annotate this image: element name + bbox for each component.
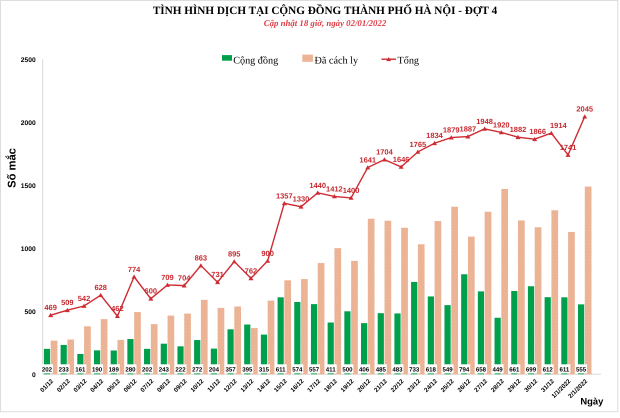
svg-text:611: 611 <box>559 366 569 373</box>
svg-text:509: 509 <box>61 298 74 307</box>
svg-text:628: 628 <box>94 283 107 292</box>
svg-text:733: 733 <box>409 366 420 373</box>
svg-text:574: 574 <box>292 366 303 373</box>
svg-text:658: 658 <box>476 366 487 373</box>
svg-text:1887: 1887 <box>460 125 477 134</box>
svg-text:469: 469 <box>44 303 57 312</box>
svg-text:863: 863 <box>195 254 208 263</box>
svg-text:2500: 2500 <box>21 57 36 64</box>
svg-text:731: 731 <box>211 270 224 279</box>
svg-text:661: 661 <box>509 366 520 373</box>
svg-text:1357: 1357 <box>276 191 293 200</box>
svg-text:411: 411 <box>326 366 336 373</box>
svg-text:1879: 1879 <box>443 126 460 135</box>
svg-text:895: 895 <box>228 250 241 259</box>
svg-text:Ngày: Ngày <box>580 395 604 406</box>
svg-text:612: 612 <box>543 366 554 373</box>
svg-text:280: 280 <box>125 366 136 373</box>
svg-text:406: 406 <box>359 366 370 373</box>
svg-text:1914: 1914 <box>550 121 568 130</box>
svg-text:449: 449 <box>493 366 504 373</box>
svg-text:500: 500 <box>25 309 36 316</box>
svg-text:709: 709 <box>161 273 174 282</box>
svg-text:699: 699 <box>526 366 537 373</box>
svg-text:1920: 1920 <box>493 120 510 129</box>
svg-text:1704: 1704 <box>376 148 394 157</box>
svg-text:190: 190 <box>92 366 103 373</box>
svg-text:222: 222 <box>175 366 186 373</box>
svg-text:555: 555 <box>576 366 587 373</box>
svg-text:1641: 1641 <box>359 156 376 165</box>
svg-text:557: 557 <box>309 366 320 373</box>
svg-text:202: 202 <box>42 366 53 373</box>
svg-text:762: 762 <box>245 266 258 275</box>
svg-text:2000: 2000 <box>21 120 36 127</box>
svg-text:483: 483 <box>392 366 403 373</box>
svg-text:161: 161 <box>75 366 86 373</box>
svg-text:357: 357 <box>226 366 237 373</box>
svg-text:189: 189 <box>109 366 120 373</box>
svg-text:Cập nhật 18 giờ, ngày 02/01/20: Cập nhật 18 giờ, ngày 02/01/2022 <box>264 18 387 28</box>
svg-text:204: 204 <box>209 366 220 373</box>
svg-text:1741: 1741 <box>560 143 577 152</box>
svg-text:202: 202 <box>142 366 153 373</box>
svg-text:Số mắc: Số mắc <box>5 148 18 188</box>
svg-text:272: 272 <box>192 366 203 373</box>
svg-text:1646: 1646 <box>393 155 410 164</box>
svg-text:1330: 1330 <box>293 195 310 204</box>
svg-text:Tổng: Tổng <box>398 55 420 66</box>
svg-text:1500: 1500 <box>21 183 36 190</box>
svg-text:704: 704 <box>178 274 191 283</box>
svg-text:600: 600 <box>145 287 158 296</box>
svg-text:2045: 2045 <box>576 105 593 114</box>
svg-text:900: 900 <box>261 249 274 258</box>
svg-text:611: 611 <box>276 366 286 373</box>
svg-text:395: 395 <box>242 366 253 373</box>
svg-text:0: 0 <box>32 372 36 379</box>
svg-text:549: 549 <box>442 366 453 373</box>
svg-text:Cộng đồng: Cộng đồng <box>233 55 278 66</box>
svg-text:1440: 1440 <box>309 181 326 190</box>
svg-text:243: 243 <box>159 366 170 373</box>
svg-text:1834: 1834 <box>426 131 444 140</box>
svg-text:233: 233 <box>59 366 70 373</box>
svg-text:618: 618 <box>426 366 437 373</box>
svg-text:1882: 1882 <box>510 125 527 134</box>
svg-text:Đã cách ly: Đã cách ly <box>315 55 359 66</box>
svg-text:1948: 1948 <box>476 117 493 126</box>
svg-text:315: 315 <box>259 366 270 373</box>
svg-text:1412: 1412 <box>326 184 343 193</box>
svg-text:774: 774 <box>128 265 141 274</box>
svg-text:542: 542 <box>78 294 91 303</box>
svg-text:1866: 1866 <box>529 127 546 136</box>
svg-text:1000: 1000 <box>21 246 36 253</box>
svg-text:500: 500 <box>342 366 353 373</box>
svg-text:1400: 1400 <box>343 186 360 195</box>
svg-text:485: 485 <box>376 366 387 373</box>
svg-text:462: 462 <box>111 304 124 313</box>
svg-text:794: 794 <box>459 366 470 373</box>
svg-text:1765: 1765 <box>409 140 426 149</box>
svg-text:TÌNH HÌNH DỊCH TẠI CỘNG ĐỒNG T: TÌNH HÌNH DỊCH TẠI CỘNG ĐỒNG THÀNH PHỐ H… <box>153 4 498 17</box>
